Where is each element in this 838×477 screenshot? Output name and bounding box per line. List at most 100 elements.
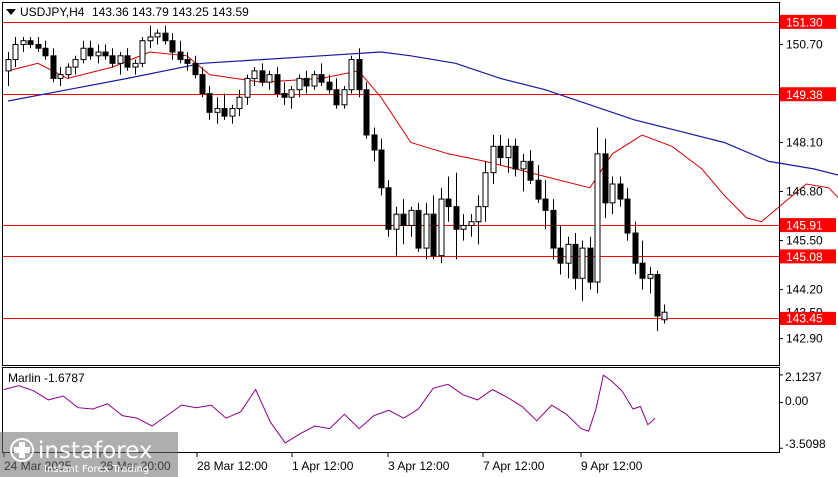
candle (5, 52, 12, 86)
level-price-box-front (780, 311, 836, 325)
candle-body (274, 74, 281, 95)
candle (251, 67, 258, 86)
candle (482, 161, 489, 222)
collapse-triangle-icon[interactable] (6, 9, 16, 15)
oscillator-label: Marlin -1.6787 (8, 371, 85, 385)
candle-body (35, 43, 42, 49)
level-price-box-3 (780, 249, 836, 264)
candle-body (266, 74, 273, 83)
candle-body (632, 232, 639, 264)
candle-body (177, 51, 184, 61)
candle (87, 40, 94, 60)
candle-body (557, 247, 564, 264)
candle (423, 202, 430, 260)
instaforex-watermark: instaforex Instant Forex Trading (0, 432, 178, 477)
level-price-label-front: 143.45 (786, 311, 823, 325)
candle-body (512, 145, 519, 170)
candle (438, 187, 445, 264)
candle (333, 78, 340, 109)
candle-body (371, 134, 378, 151)
candle-body (244, 77, 251, 98)
ohlc-readout: 143.36 143.79 143.25 143.59 (92, 5, 249, 19)
level-price-label-2: 145.91 (786, 219, 823, 233)
candle (117, 52, 124, 75)
candle (303, 70, 310, 94)
candle (527, 150, 534, 184)
candle-body (482, 172, 489, 208)
candle-body (639, 262, 646, 279)
candle (154, 29, 161, 45)
candle (281, 82, 288, 105)
candle (102, 44, 109, 60)
candle-body (296, 77, 303, 91)
candle-body (497, 145, 504, 159)
candle-body (542, 198, 549, 211)
candle-body (206, 93, 213, 113)
candle (609, 176, 616, 215)
candle (199, 67, 206, 98)
level-price-label-0: 151.30 (786, 15, 823, 29)
candle (624, 187, 631, 241)
candle (617, 176, 624, 207)
candle (639, 240, 646, 290)
candle-body (550, 209, 557, 249)
candle-body (661, 311, 668, 321)
candle-body (20, 40, 27, 45)
date-label: 3 Apr 12:00 (388, 459, 450, 473)
candle (221, 93, 228, 120)
candle-body (333, 89, 340, 106)
price-pane (2, 2, 780, 366)
candle (184, 52, 191, 71)
candle-body (378, 149, 385, 189)
candle (348, 55, 355, 94)
candle-body (363, 89, 370, 136)
date-label: 28 Mar 12:00 (197, 459, 268, 473)
candle-body (303, 77, 310, 87)
candle (169, 33, 176, 60)
candle-body (408, 209, 415, 226)
candle (512, 138, 519, 177)
candle-body (654, 274, 661, 317)
candle (587, 236, 594, 290)
candle-body (520, 160, 527, 170)
candle-body (393, 213, 400, 230)
candle-body (609, 183, 616, 204)
candle-body (288, 89, 295, 98)
slow-moving-average-line (7, 51, 838, 176)
candle-body (602, 153, 609, 204)
candle-body (647, 274, 654, 279)
candle (139, 36, 146, 68)
candle-body (184, 59, 191, 64)
candle (535, 165, 542, 203)
candle (326, 74, 333, 94)
candle (274, 67, 281, 98)
candle (236, 89, 243, 117)
price-axis: 150.70 148.10 146.80 145.50 144.20 142.90 151.… (779, 14, 836, 346)
candle (647, 266, 654, 294)
candle-body (27, 40, 34, 45)
candle (363, 82, 370, 139)
candle (296, 74, 303, 98)
candle-body (5, 59, 12, 72)
candle-body (460, 224, 467, 230)
candle (132, 59, 139, 75)
candle (177, 40, 184, 64)
osc-axis-top: 2.1237 (785, 370, 822, 384)
candle-body (281, 93, 288, 98)
candle (371, 127, 378, 162)
candle (214, 97, 221, 124)
candle (147, 25, 154, 49)
candle (229, 104, 236, 124)
candle-body (490, 145, 497, 174)
candle-body (199, 74, 206, 95)
candle-body (445, 198, 452, 208)
candle-body (415, 209, 422, 249)
candle-body (587, 247, 594, 283)
candle (12, 36, 19, 68)
candle-body (139, 40, 146, 64)
candle (572, 233, 579, 290)
candle-body (468, 221, 475, 226)
candle-body (617, 183, 624, 200)
candle (57, 67, 64, 86)
candle (468, 214, 475, 237)
